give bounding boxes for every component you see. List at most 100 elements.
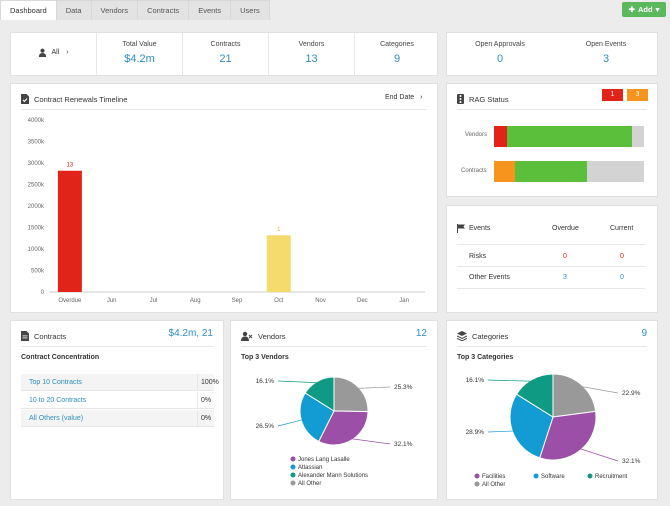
plus-icon: ✚ [628, 5, 635, 14]
tab-contracts[interactable]: Contracts [137, 0, 190, 20]
events-risks-overdue[interactable]: 0 [563, 253, 567, 260]
rag-row-label: Contracts [461, 168, 487, 174]
stat-label: Vendors [298, 41, 325, 48]
sort-end-date[interactable]: End Date › [385, 94, 422, 101]
rag-vendors-bar[interactable] [494, 126, 644, 147]
x-tick-label: Jan [399, 298, 409, 304]
stat-total-value[interactable]: Total Value $4.2m [97, 33, 183, 75]
table-row[interactable]: All Others (value) 0% [21, 410, 214, 427]
filter-all-label: All [51, 49, 60, 56]
layers-icon [457, 331, 467, 341]
categories-panel: Categories 9 Top 3 Categories 22.9% 32.1%… [446, 320, 658, 500]
stat-label: Contracts [210, 41, 241, 48]
pie-value-label: 16.1% [466, 377, 485, 384]
y-tick-label: 3500k [28, 140, 45, 146]
x-tick-label: Jun [107, 298, 117, 304]
y-tick-label: 3000k [28, 161, 45, 167]
rag-segment-grey[interactable] [586, 161, 644, 182]
stat-value: 13 [305, 53, 318, 65]
contracts-title-text: Contracts [34, 331, 67, 341]
stat-vendors[interactable]: Vendors 13 [269, 33, 355, 75]
filter-all[interactable]: All › [11, 33, 97, 75]
x-tick-label: Overdue [58, 298, 82, 304]
sort-label: End Date [385, 94, 415, 101]
row-label[interactable]: Top 10 Contracts [29, 379, 82, 386]
rag-title-text: RAG Status [469, 94, 509, 104]
vendors-pie-chart: 25.3% 32.1% 26.5% 16.1% Jones Lang Lasalle At… [256, 376, 413, 487]
legend-swatch [290, 456, 296, 462]
legend-label: Software [541, 474, 565, 480]
legend-label: Jones Lang Lasalle [298, 457, 350, 463]
stat-label: Open Events [585, 41, 627, 48]
pie-slice [333, 376, 369, 413]
tab-vendors[interactable]: Vendors [90, 0, 139, 20]
chevron-right-icon: › [66, 49, 69, 56]
pie-slice [509, 393, 554, 459]
events-risks-current[interactable]: 0 [620, 253, 624, 260]
summary-panel: All › Total Value $4.2m Contracts 21 Ven… [10, 32, 438, 76]
y-tick-label: 0 [41, 290, 45, 296]
pie-slice [318, 410, 369, 446]
stat-value: 9 [393, 53, 401, 65]
contracts-title: Contracts [21, 331, 66, 341]
x-tick-label: Aug [190, 298, 201, 304]
stat-open-approvals[interactable]: Open Approvals 0 [447, 33, 553, 75]
table-row[interactable]: 10 to 20 Contracts 0% [21, 392, 214, 409]
rag-segment-green[interactable] [515, 161, 587, 182]
y-tick-label: 1500k [28, 226, 45, 232]
rag-segment-orange[interactable] [494, 161, 516, 182]
pie-value-label: 25.3% [394, 384, 413, 391]
user-icon [39, 48, 47, 57]
stat-open-events[interactable]: Open Events 3 [553, 33, 659, 75]
pie-leader-line [487, 379, 534, 382]
rag-segment-grey[interactable] [631, 126, 644, 147]
rag-contracts-bar[interactable] [494, 161, 644, 182]
y-tick-label: 1000k [28, 247, 45, 253]
rag-orange-badge[interactable]: 3 [627, 89, 648, 101]
categories-count[interactable]: 9 [641, 328, 647, 339]
events-other-overdue[interactable]: 3 [563, 274, 567, 281]
legend-swatch [474, 481, 480, 487]
events-row-label: Other Events [469, 274, 510, 281]
timeline-title-text: Contract Renewals Timeline [34, 94, 128, 104]
pie-slice [515, 373, 554, 418]
pie-leader-line [277, 380, 319, 384]
pie-leader-line [579, 385, 619, 394]
vendors-panel: Vendors 12 Top 3 Vendors 25.3% 32.1% 26.5%… [230, 320, 438, 500]
renewals-bar-chart: 0 500k 1000k 1500k 2000k 2500k 3000k 3500k 4000k… [28, 118, 425, 304]
tab-dashboard[interactable]: Dashboard [0, 0, 57, 20]
events-other-current[interactable]: 0 [620, 274, 624, 281]
events-title-text: Events [469, 225, 491, 232]
pie-value-label: 22.9% [622, 390, 641, 397]
rag-segment-red[interactable] [494, 126, 507, 147]
events-panel: Events Overdue Current Risks 0 0 Other E… [446, 205, 658, 313]
tab-events[interactable]: Events [188, 0, 232, 20]
contracts-summary[interactable]: $4.2m, 21 [168, 328, 213, 339]
rag-red-badge[interactable]: 1 [602, 89, 623, 101]
vendors-title: Vendors [241, 331, 286, 341]
pie-slice [304, 376, 335, 412]
stat-categories[interactable]: Categories 9 [355, 33, 439, 75]
legend-label: Facilities [482, 474, 505, 480]
pie-slice [552, 373, 597, 418]
tab-users[interactable]: Users [230, 0, 270, 20]
legend-swatch [290, 480, 296, 486]
row-label[interactable]: All Others (value) [29, 415, 84, 422]
x-tick-label: Oct [274, 298, 284, 304]
x-tick-label: Sep [232, 298, 243, 304]
add-button[interactable]: ✚ Add ▾ [622, 2, 666, 17]
tab-data[interactable]: Data [55, 0, 92, 20]
events-row-label: Risks [469, 253, 487, 260]
rag-segment-green[interactable] [506, 126, 632, 147]
y-tick-label: 4000k [28, 118, 45, 124]
stat-label: Categories [380, 41, 414, 48]
categories-title-text: Categories [472, 331, 509, 341]
bar [57, 170, 82, 292]
table-row[interactable]: Top 10 Contracts 100% [21, 374, 219, 391]
col-overdue: Overdue [552, 225, 579, 232]
row-label[interactable]: 10 to 20 Contracts [29, 397, 87, 404]
legend-swatch [290, 472, 296, 478]
vendors-count[interactable]: 12 [415, 328, 427, 339]
pie-value-label: 32.1% [622, 458, 641, 465]
stat-contracts[interactable]: Contracts 21 [183, 33, 269, 75]
